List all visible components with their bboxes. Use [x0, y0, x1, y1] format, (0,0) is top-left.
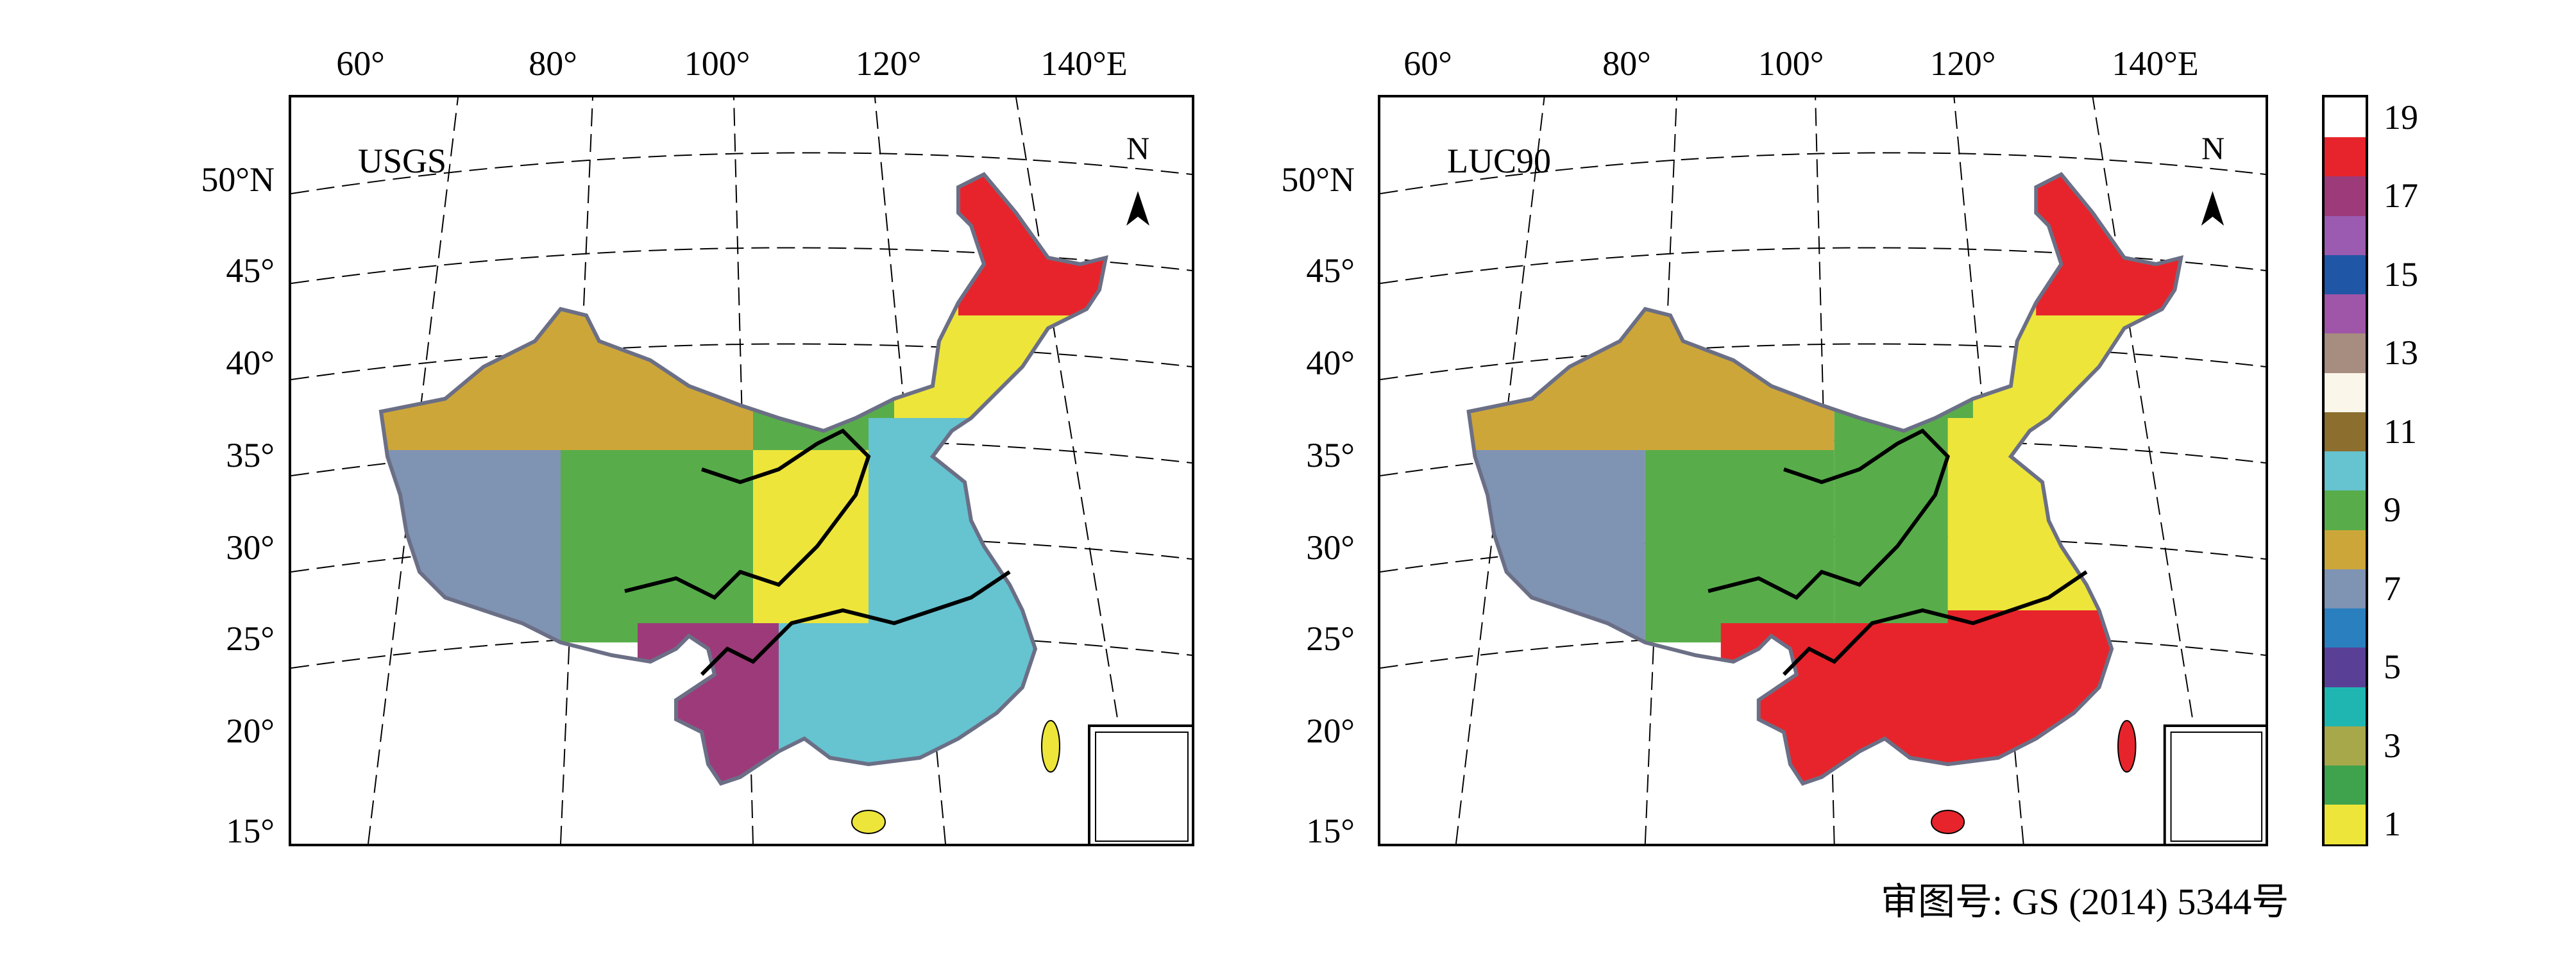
lat-tick: 50°N — [1281, 160, 1355, 199]
lat-tick: 50°N — [201, 160, 275, 199]
map-approval-number: 审图号: GS (2014) 5344号 — [1881, 881, 2289, 923]
lon-tick: 140°E — [1040, 44, 1128, 83]
lat-tick: 40° — [1306, 344, 1355, 382]
land-cover-regions — [381, 174, 1106, 783]
legend-swatch — [2325, 412, 2366, 452]
region-central-east — [869, 418, 1061, 610]
color-legend — [2322, 95, 2368, 846]
legend-swatch — [2325, 608, 2366, 648]
legend-swatch — [2325, 451, 2366, 491]
hainan-island — [1931, 810, 1965, 834]
legend-label: 3 — [2384, 726, 2401, 765]
legend-label: 1 — [2384, 805, 2401, 844]
north-label: N — [2201, 130, 2225, 166]
panel-title: USGS — [358, 142, 447, 180]
north-label: N — [1126, 130, 1150, 166]
region-south — [779, 610, 1061, 783]
region-south — [1860, 610, 2137, 783]
lon-tick: 80° — [1602, 44, 1651, 83]
yangtze-river — [1782, 570, 2088, 676]
china-outline — [1466, 172, 2184, 786]
map-frame: LUC90 N — [1378, 95, 2268, 846]
legend-swatch — [2325, 97, 2366, 137]
legend-swatch — [2325, 137, 2366, 177]
legend-swatch — [2325, 726, 2366, 766]
map-frame: USGS N — [289, 95, 1194, 846]
region-tibet-west — [1468, 450, 1645, 642]
yellow-river — [624, 428, 871, 600]
legend-swatch — [2325, 176, 2366, 216]
legend-label: 7 — [2384, 569, 2401, 608]
region-central-east — [1947, 418, 2137, 610]
lat-tick: 20° — [226, 712, 275, 750]
north-arrow-icon — [1126, 191, 1149, 226]
lat-tick: 20° — [1306, 712, 1355, 750]
legend-swatch — [2325, 255, 2366, 295]
legend-swatch — [2325, 372, 2366, 412]
lon-tick: 140°E — [2112, 44, 2199, 83]
lat-tick: 35° — [226, 436, 275, 474]
lat-tick: 30° — [1306, 528, 1355, 567]
region-northwest-basin — [381, 290, 753, 450]
legend-label: 11 — [2384, 412, 2417, 451]
legend-swatch — [2325, 686, 2366, 726]
lat-tick: 40° — [226, 344, 275, 382]
north-arrow-icon — [2201, 191, 2224, 226]
region-tibet-core — [561, 450, 753, 642]
region-sichuan — [1834, 450, 1948, 623]
legend-swatch — [2325, 569, 2366, 609]
legend-swatch — [2325, 333, 2366, 373]
lat-tick: 25° — [226, 619, 275, 658]
region-sichuan — [753, 450, 869, 623]
lat-tick: 15° — [1306, 812, 1355, 850]
lon-tick: 120° — [1929, 44, 1996, 83]
legend-swatch — [2325, 804, 2366, 844]
legend-label: 5 — [2384, 648, 2401, 687]
lat-tick: 25° — [1306, 619, 1355, 658]
lon-tick: 100° — [684, 44, 750, 83]
legend-swatch — [2325, 765, 2366, 805]
lat-tick: 45° — [226, 251, 275, 290]
yellow-river — [1707, 428, 1950, 600]
legend-swatch — [2325, 215, 2366, 255]
lat-tick: 45° — [1306, 251, 1355, 290]
region-tibet-west — [381, 450, 561, 642]
land-cover-regions — [1468, 174, 2182, 783]
yangtze-river — [700, 570, 1011, 676]
legend-swatch — [2325, 294, 2366, 334]
taiwan-island — [2117, 720, 2137, 773]
china-land-cover-map — [291, 97, 1192, 844]
legend-swatch — [2325, 647, 2366, 687]
panel-title: LUC90 — [1447, 142, 1551, 180]
china-land-cover-map — [1380, 97, 2266, 844]
lon-tick: 60° — [336, 44, 385, 83]
south-china-sea-inset — [1088, 724, 1192, 844]
lon-tick: 80° — [529, 44, 577, 83]
lon-tick: 60° — [1403, 44, 1452, 83]
region-northwest-basin — [1468, 290, 1835, 450]
lon-tick: 100° — [1758, 44, 1824, 83]
legend-label: 17 — [2384, 176, 2418, 215]
taiwan-island — [1041, 720, 1060, 773]
lon-tick: 120° — [855, 44, 922, 83]
hainan-island — [851, 810, 886, 834]
lat-tick: 30° — [226, 528, 275, 567]
legend-swatch — [2325, 529, 2366, 569]
legend-swatch — [2325, 490, 2366, 530]
lat-tick: 35° — [1306, 436, 1355, 474]
legend-label: 19 — [2384, 97, 2418, 137]
lat-tick: 15° — [226, 812, 275, 850]
legend-label: 9 — [2384, 490, 2401, 530]
china-outline — [378, 172, 1108, 786]
legend-label: 13 — [2384, 333, 2418, 372]
region-tibet-core — [1645, 450, 1835, 642]
legend-label: 15 — [2384, 255, 2418, 294]
south-china-sea-inset — [2163, 724, 2266, 844]
